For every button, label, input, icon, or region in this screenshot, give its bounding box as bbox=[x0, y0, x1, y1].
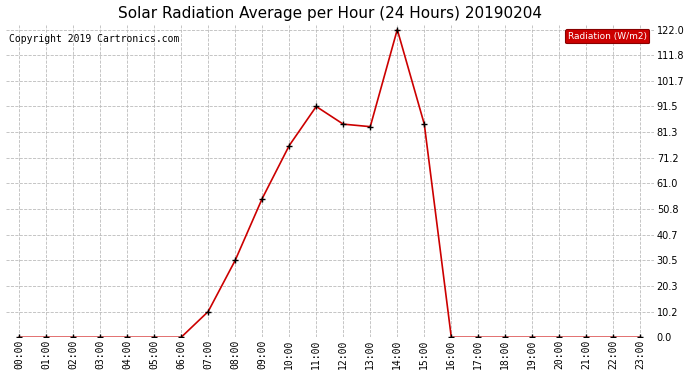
Text: Copyright 2019 Cartronics.com: Copyright 2019 Cartronics.com bbox=[9, 34, 179, 44]
Radiation (W/m2) bbox=[636, 335, 644, 339]
Radiation (W/m2) bbox=[123, 335, 131, 339]
Radiation (W/m2) bbox=[150, 335, 158, 339]
Radiation (W/m2) bbox=[96, 335, 104, 339]
Radiation (W/m2) bbox=[366, 124, 375, 129]
Radiation (W/m2) bbox=[474, 335, 482, 339]
Radiation (W/m2) bbox=[285, 143, 293, 148]
Radiation (W/m2) bbox=[555, 335, 564, 339]
Radiation (W/m2) bbox=[231, 258, 239, 262]
Radiation (W/m2) bbox=[15, 335, 23, 339]
Radiation (W/m2) bbox=[42, 335, 50, 339]
Radiation (W/m2) bbox=[258, 196, 266, 201]
Radiation (W/m2) bbox=[393, 27, 402, 32]
Title: Solar Radiation Average per Hour (24 Hours) 20190204: Solar Radiation Average per Hour (24 Hou… bbox=[118, 6, 542, 21]
Radiation (W/m2) bbox=[312, 104, 320, 109]
Radiation (W/m2) bbox=[501, 335, 509, 339]
Radiation (W/m2) bbox=[69, 335, 77, 339]
Radiation (W/m2) bbox=[447, 335, 455, 339]
Radiation (W/m2) bbox=[339, 122, 347, 126]
Legend: Radiation (W/m2): Radiation (W/m2) bbox=[565, 29, 649, 44]
Radiation (W/m2) bbox=[609, 335, 618, 339]
Radiation (W/m2) bbox=[177, 335, 186, 339]
Radiation (W/m2) bbox=[582, 335, 591, 339]
Radiation (W/m2) bbox=[420, 122, 428, 126]
Line: Radiation (W/m2): Radiation (W/m2) bbox=[17, 27, 643, 340]
Radiation (W/m2) bbox=[204, 309, 213, 314]
Radiation (W/m2) bbox=[529, 335, 537, 339]
